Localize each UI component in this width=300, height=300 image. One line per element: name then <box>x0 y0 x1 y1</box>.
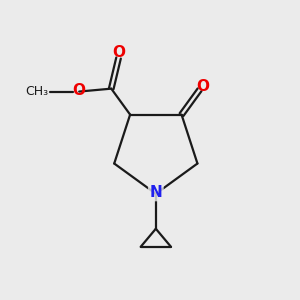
Text: CH₃: CH₃ <box>26 85 49 98</box>
Text: N: N <box>149 185 162 200</box>
Text: O: O <box>196 80 209 94</box>
Text: O: O <box>112 45 125 60</box>
Text: O: O <box>72 83 85 98</box>
